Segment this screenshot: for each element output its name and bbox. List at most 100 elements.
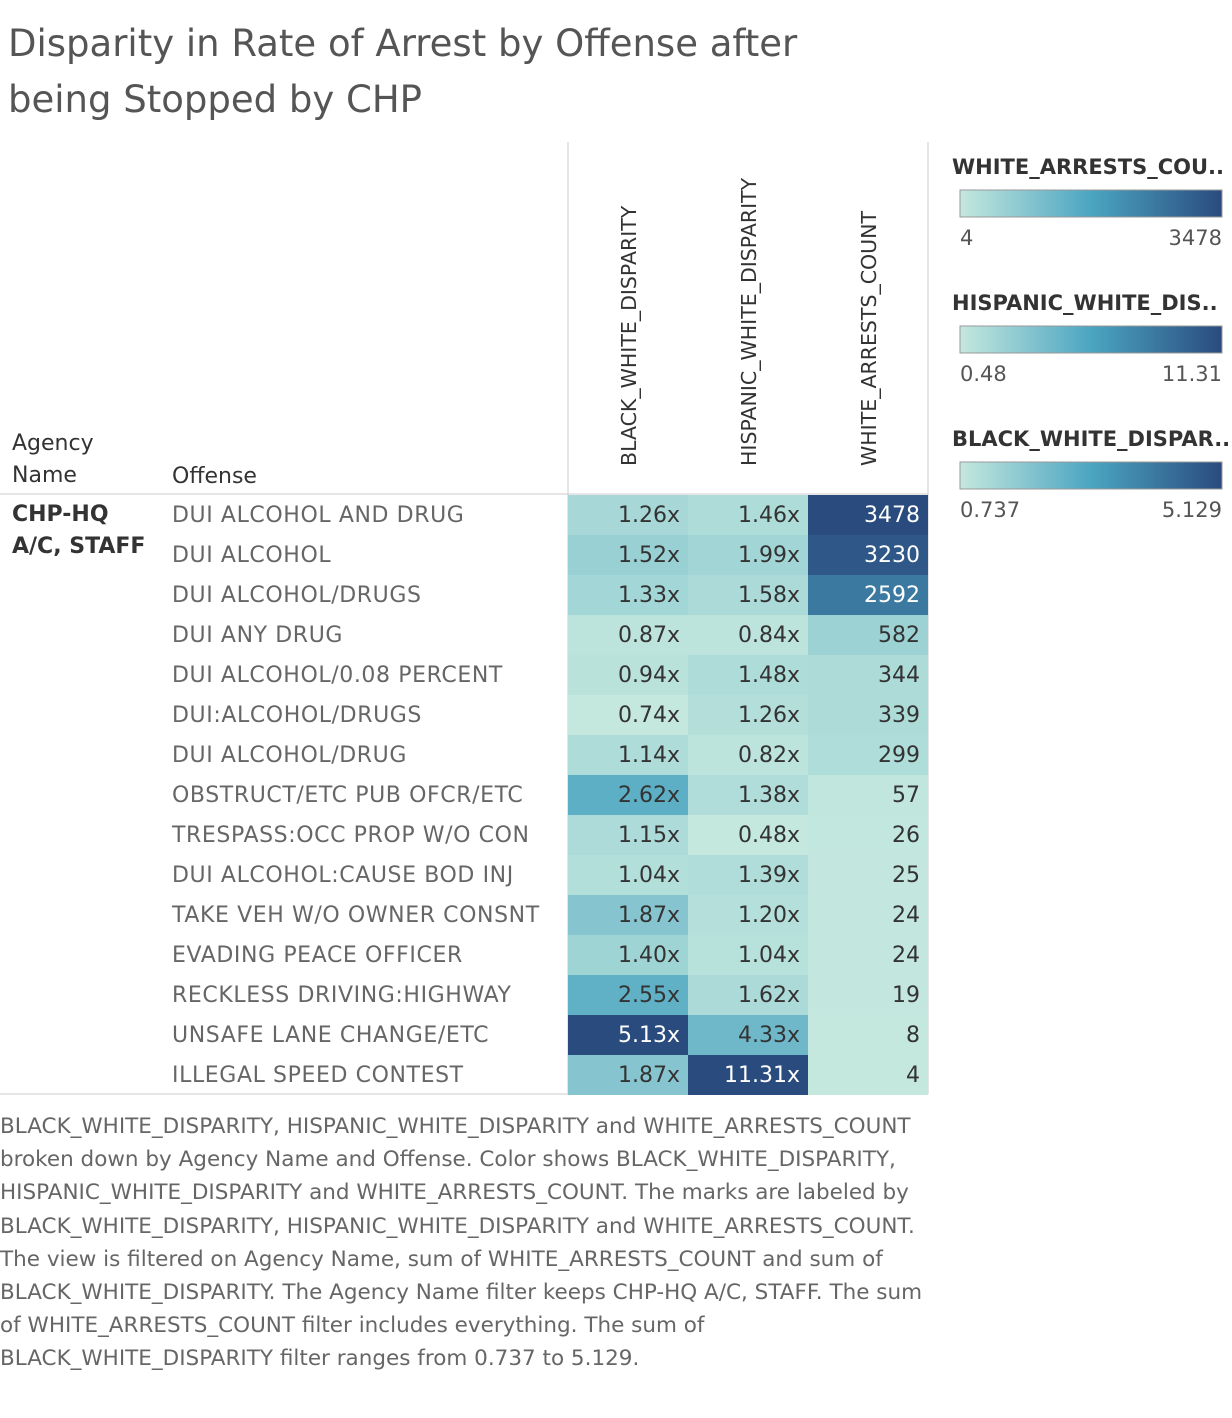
- cell: [568, 935, 688, 975]
- legend-title: BLACK_WHITE_DISPAR..: [952, 427, 1230, 451]
- legend-min: 0.48: [960, 362, 1007, 386]
- offense-label: DUI ALCOHOL/DRUG: [172, 743, 407, 768]
- legend-min: 4: [960, 226, 973, 250]
- cell-label: 1.46x: [738, 503, 800, 528]
- cell-label: 1.38x: [738, 783, 800, 808]
- cell: [568, 655, 688, 695]
- cell: [568, 975, 688, 1015]
- cell: [688, 935, 808, 975]
- offense-label: DUI ALCOHOL/DRUGS: [172, 583, 422, 608]
- cell-label: 0.87x: [618, 623, 680, 648]
- cell: [808, 695, 928, 735]
- cell-label: 4.33x: [738, 1023, 800, 1048]
- caption: BLACK_WHITE_DISPARITY, HISPANIC_WHITE_DI…: [0, 1114, 923, 1372]
- cell-label: 2.62x: [618, 783, 680, 808]
- cell-label: 1.99x: [738, 543, 800, 568]
- cell: [688, 735, 808, 775]
- offense-label: DUI ALCOHOL AND DRUG: [172, 503, 464, 528]
- legend-title: WHITE_ARRESTS_COU..: [952, 155, 1224, 179]
- cell: [808, 735, 928, 775]
- offense-label: EVADING PEACE OFFICER: [172, 943, 463, 968]
- cell-label: 582: [878, 623, 920, 648]
- legend-gradient: [959, 461, 1223, 490]
- offense-label: DUI:ALCOHOL/DRUGS: [172, 703, 422, 728]
- offense-label: DUI ALCOHOL:CAUSE BOD INJ: [172, 863, 514, 888]
- cell: [568, 695, 688, 735]
- legend-min: 0.737: [960, 498, 1020, 522]
- column-header: HISPANIC_WHITE_DISPARITY: [737, 177, 762, 466]
- cell-label: 0.74x: [618, 703, 680, 728]
- cell-label: 1.39x: [738, 863, 800, 888]
- cell-label: 2592: [864, 583, 920, 608]
- cell-label: 0.82x: [738, 743, 800, 768]
- cell-label: 299: [878, 743, 920, 768]
- cell-label: 8: [906, 1023, 920, 1048]
- cell-label: 1.14x: [618, 743, 680, 768]
- cell: [808, 935, 928, 975]
- offense-label: DUI ANY DRUG: [172, 623, 343, 648]
- cell-label: 1.15x: [618, 823, 680, 848]
- offense-label: UNSAFE LANE CHANGE/ETC: [172, 1023, 489, 1048]
- cell: [568, 895, 688, 935]
- legend-title: HISPANIC_WHITE_DIS..: [952, 291, 1218, 315]
- column-header: WHITE_ARRESTS_COUNT: [857, 210, 882, 466]
- cell: [688, 695, 808, 735]
- legend-gradient: [959, 325, 1223, 354]
- cell-label: 57: [892, 783, 920, 808]
- cell: [688, 775, 808, 815]
- offense-label: ILLEGAL SPEED CONTEST: [172, 1063, 464, 1088]
- cell-label: 24: [892, 903, 920, 928]
- cell: [568, 855, 688, 895]
- cell-label: 0.84x: [738, 623, 800, 648]
- cell-label: 11.31x: [724, 1063, 800, 1088]
- cell-label: 1.26x: [618, 503, 680, 528]
- cell-label: 5.13x: [618, 1023, 680, 1048]
- cell: [568, 815, 688, 855]
- cell: [568, 495, 688, 535]
- cell-label: 26: [892, 823, 920, 848]
- cell-label: 1.48x: [738, 663, 800, 688]
- legend-gradient: [959, 189, 1223, 218]
- cell: [808, 495, 928, 535]
- cell: [568, 535, 688, 575]
- row-header: Agency Name: [12, 431, 94, 488]
- cell: [688, 495, 808, 535]
- cell-label: 0.94x: [618, 663, 680, 688]
- cell: [688, 815, 808, 855]
- cell-label: 1.20x: [738, 903, 800, 928]
- cell: [808, 535, 928, 575]
- cell: [688, 535, 808, 575]
- cell: [568, 775, 688, 815]
- cell: [688, 1055, 808, 1095]
- cell: [808, 775, 928, 815]
- cell: [568, 615, 688, 655]
- cell-label: 1.33x: [618, 583, 680, 608]
- cell-label: 1.87x: [618, 903, 680, 928]
- cell-label: 1.26x: [738, 703, 800, 728]
- cell: [568, 1055, 688, 1095]
- legend-max: 11.31: [1162, 362, 1222, 386]
- cell: [688, 855, 808, 895]
- cell-label: 1.58x: [738, 583, 800, 608]
- cell: [568, 735, 688, 775]
- cell: [688, 615, 808, 655]
- offense-label: DUI ALCOHOL/0.08 PERCENT: [172, 663, 503, 688]
- cell: [808, 1015, 928, 1055]
- row-header: Offense: [172, 464, 257, 489]
- cell: [808, 895, 928, 935]
- cell: [568, 1015, 688, 1055]
- cell-label: 19: [892, 983, 920, 1008]
- cell-label: 3478: [864, 503, 920, 528]
- cell-label: 1.40x: [618, 943, 680, 968]
- offense-label: TRESPASS:OCC PROP W/O CON: [171, 823, 530, 848]
- cell: [808, 575, 928, 615]
- cell-label: 0.48x: [738, 823, 800, 848]
- cell-label: 1.52x: [618, 543, 680, 568]
- cell-label: 1.04x: [738, 943, 800, 968]
- offense-label: OBSTRUCT/ETC PUB OFCR/ETC: [172, 783, 523, 808]
- cell: [808, 615, 928, 655]
- cell: [688, 895, 808, 935]
- cell-label: 4: [906, 1063, 920, 1088]
- cell-label: 25: [892, 863, 920, 888]
